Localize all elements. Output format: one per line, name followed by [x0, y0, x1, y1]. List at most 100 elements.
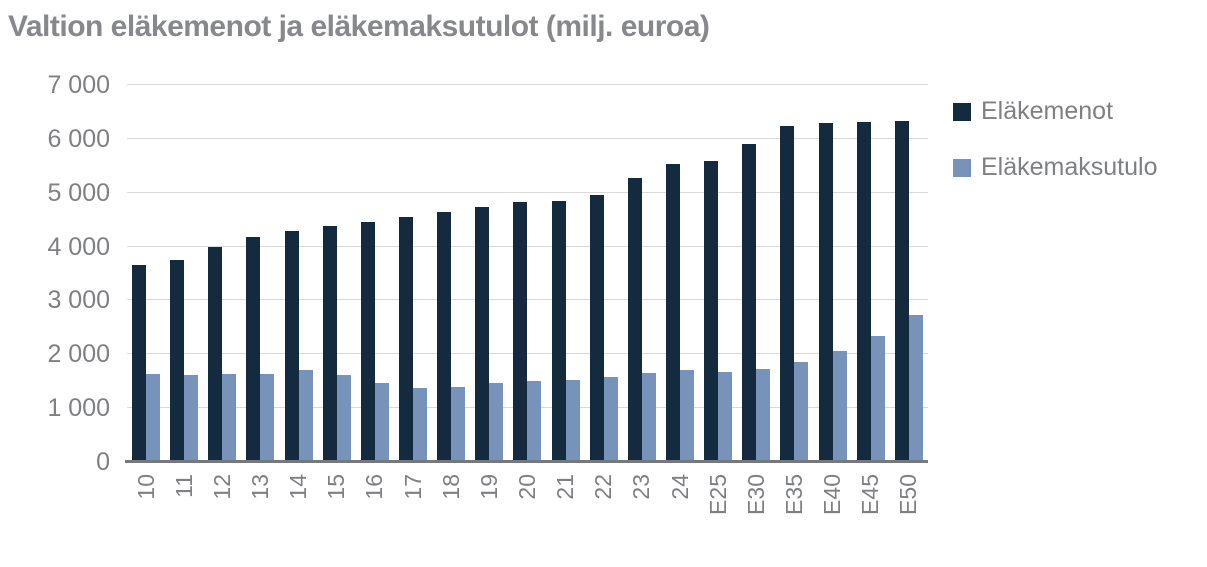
bar-group-12	[203, 85, 241, 462]
y-tick-label-4000: 4 000	[47, 232, 110, 261]
bar-elakemaksutulo-16	[374, 383, 389, 462]
y-tick-label-0: 0	[96, 448, 110, 476]
bar-group-21	[547, 85, 585, 462]
bar-elakemaksutulo-E45	[870, 336, 885, 462]
bar-elakemaksutulo-22	[603, 377, 618, 462]
bar-group-22	[585, 85, 623, 462]
x-tick-label-21: 21	[552, 474, 579, 500]
x-tick-cell-14: 14	[280, 474, 318, 500]
x-tick-label-24: 24	[666, 474, 693, 500]
bar-elakemaksutulo-13	[260, 374, 275, 462]
x-tick-label-E45: E45	[857, 474, 884, 515]
bar-group-13	[241, 85, 279, 462]
bar-elakemenot-21	[551, 201, 566, 462]
gridline-7000	[127, 84, 928, 85]
gridline-6000	[127, 137, 928, 139]
x-tick-cell-19: 19	[470, 474, 508, 500]
bar-group-19	[470, 85, 508, 462]
bar-group-16	[356, 85, 394, 462]
y-tick-label-2000: 2 000	[47, 340, 110, 369]
chart-title: Valtion eläkemenot ja eläkemaksutulot (m…	[8, 10, 710, 43]
bar-group-E30	[737, 85, 775, 462]
x-tick-cell-E25: E25	[699, 474, 737, 515]
legend-item-elakemaksutulo: Eläkemaksutulo	[953, 153, 1157, 182]
bar-group-E35	[775, 85, 813, 462]
bar-elakemenot-E25	[704, 161, 719, 462]
x-tick-cell-21: 21	[547, 474, 585, 500]
bar-group-E50	[890, 85, 928, 462]
x-tick-cell-E30: E30	[737, 474, 775, 515]
bar-elakemaksutulo-11	[184, 375, 199, 462]
plot-area	[125, 84, 928, 463]
bar-group-E45	[852, 85, 890, 462]
bar-elakemaksutulo-21	[565, 380, 580, 462]
x-tick-cell-22: 22	[585, 474, 623, 500]
bar-group-14	[280, 85, 318, 462]
x-tick-cell-E35: E35	[775, 474, 813, 515]
x-tick-label-13: 13	[246, 474, 273, 500]
legend-label-elakemaksutulo: Eläkemaksutulo	[981, 153, 1158, 181]
legend-swatch-elakemenot-icon	[953, 102, 971, 121]
x-tick-label-19: 19	[475, 474, 502, 500]
x-tick-label-10: 10	[132, 474, 159, 500]
x-tick-cell-10: 10	[127, 474, 165, 500]
bar-elakemenot-16	[360, 222, 375, 462]
y-tick-label-5000: 5 000	[47, 178, 110, 207]
bar-elakemaksutulo-24	[680, 370, 695, 462]
y-tick-label-6000: 6 000	[47, 124, 110, 153]
bar-elakemaksutulo-15	[336, 375, 351, 462]
x-tick-label-16: 16	[361, 474, 388, 500]
bar-elakemenot-17	[399, 217, 414, 462]
x-tick-label-E30: E30	[742, 474, 769, 515]
x-tick-cell-E50: E50	[890, 474, 928, 515]
x-tick-label-20: 20	[513, 474, 540, 500]
bar-elakemaksutulo-14	[298, 370, 313, 462]
bar-group-20	[508, 85, 546, 462]
gridline-3000	[127, 299, 928, 301]
bar-elakemenot-18	[437, 212, 452, 462]
x-tick-cell-16: 16	[356, 474, 394, 500]
x-tick-label-E25: E25	[704, 474, 731, 515]
bar-elakemaksutulo-12	[222, 374, 237, 462]
legend-swatch-elakemaksutulo-icon	[953, 158, 971, 177]
bar-group-17	[394, 85, 432, 462]
y-tick-label-1000: 1 000	[47, 394, 110, 423]
x-tick-cell-20: 20	[508, 474, 546, 500]
bar-elakemenot-11	[170, 260, 185, 462]
x-tick-label-17: 17	[399, 474, 426, 500]
x-tick-cell-15: 15	[318, 474, 356, 500]
y-tick-label-7000: 7 000	[47, 71, 110, 99]
y-tick-label-3000: 3 000	[47, 286, 110, 315]
gridline-4000	[127, 245, 928, 247]
legend-label-elakemenot: Eläkemenot	[981, 97, 1114, 125]
bar-group-10	[127, 85, 165, 462]
x-tick-label-E50: E50	[895, 474, 922, 515]
bar-group-E40	[814, 85, 852, 462]
bar-elakemaksutulo-23	[641, 373, 656, 462]
bar-elakemenot-12	[208, 247, 223, 462]
x-tick-label-E40: E40	[819, 474, 846, 515]
x-tick-cell-23: 23	[623, 474, 661, 500]
x-tick-label-12: 12	[208, 474, 235, 500]
bar-elakemenot-15	[322, 226, 337, 462]
legend-item-elakemenot: Eläkemenot	[953, 97, 1157, 126]
bar-elakemaksutulo-18	[451, 387, 466, 462]
x-tick-cell-18: 18	[432, 474, 470, 500]
x-axis-tick-labels: 10 11 12 13 14 15 16 17 18 19 20 21 22 23 24 E25 E30 E35 E…	[127, 474, 928, 515]
x-tick-label-14: 14	[285, 474, 312, 500]
gridline-2000	[127, 353, 928, 355]
bar-series-container	[127, 85, 928, 462]
bar-elakemenot-13	[246, 237, 261, 462]
legend: Eläkemenot Eläkemaksutulo	[953, 97, 1157, 209]
x-tick-label-11: 11	[170, 474, 197, 498]
bar-elakemaksutulo-E25	[718, 372, 733, 462]
bar-group-E25	[699, 85, 737, 462]
x-tick-cell-E40: E40	[814, 474, 852, 515]
x-tick-label-23: 23	[628, 474, 655, 500]
bar-elakemenot-E40	[818, 123, 833, 462]
bar-group-23	[623, 85, 661, 462]
x-tick-cell-12: 12	[203, 474, 241, 500]
x-axis-line	[125, 460, 928, 463]
bar-elakemenot-22	[589, 195, 604, 462]
